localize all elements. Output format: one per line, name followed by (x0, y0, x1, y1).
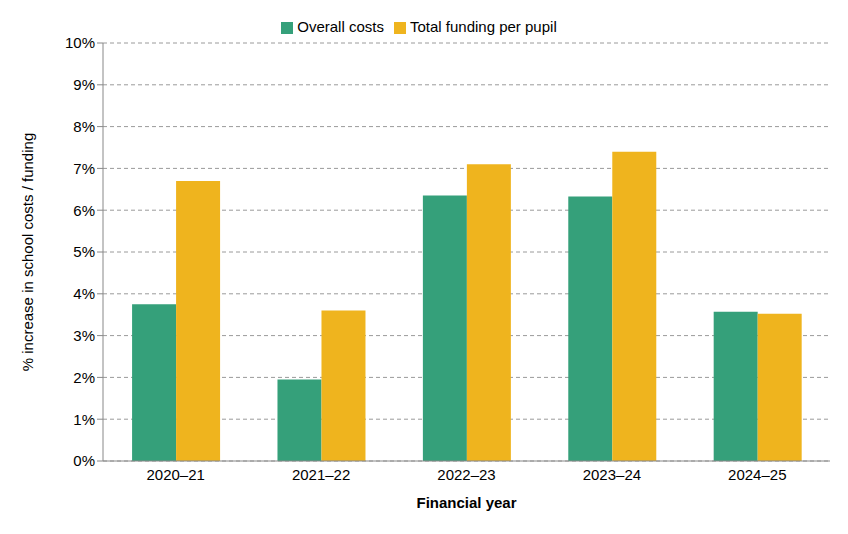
html-text:Overall costs: Overall costs (297, 18, 384, 35)
svg-text:Financial year: Financial year (416, 494, 516, 511)
svg-text:10%: 10% (65, 34, 95, 51)
svg-text:9%: 9% (73, 76, 95, 93)
svg-text:% increase in school costs / f: % increase in school costs / funding (19, 133, 36, 371)
svg-text:3%: 3% (73, 327, 95, 344)
svg-text:0%: 0% (73, 452, 95, 469)
svg-text:2020–21: 2020–21 (146, 466, 204, 483)
svg-text:1%: 1% (73, 411, 95, 428)
svg-text:5%: 5% (73, 243, 95, 260)
svg-text:2%: 2% (73, 369, 95, 386)
svg-text:2022–23: 2022–23 (437, 466, 495, 483)
svg-text:2024–25: 2024–25 (728, 466, 786, 483)
html-text:Total funding per pupil: Total funding per pupil (410, 18, 557, 35)
svg-text:2023–24: 2023–24 (583, 466, 641, 483)
svg-text:7%: 7% (73, 160, 95, 177)
svg-text:4%: 4% (73, 285, 95, 302)
svg-text:8%: 8% (73, 118, 95, 135)
svg-text:2021–22: 2021–22 (292, 466, 350, 483)
svg-text:6%: 6% (73, 202, 95, 219)
